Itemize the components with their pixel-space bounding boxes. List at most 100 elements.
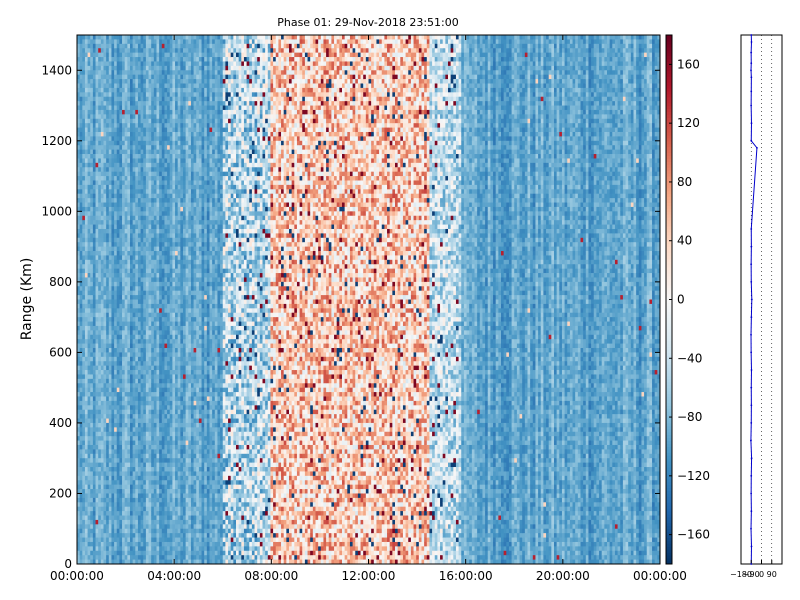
heatmap-cell bbox=[180, 484, 184, 490]
heatmap-cell bbox=[87, 48, 91, 54]
heatmap-cell bbox=[87, 440, 91, 446]
heatmap-cell bbox=[90, 206, 94, 212]
heatmap-cell bbox=[148, 312, 152, 318]
heatmap-cell bbox=[143, 127, 147, 133]
heatmap-cell bbox=[183, 511, 187, 516]
heatmap-cell bbox=[77, 286, 81, 292]
heatmap-cell bbox=[106, 39, 110, 45]
heatmap-cell bbox=[180, 533, 184, 538]
heatmap-cell bbox=[169, 202, 173, 208]
heatmap-cell bbox=[116, 79, 120, 84]
heatmap-cell bbox=[90, 303, 94, 309]
heatmap-cell bbox=[98, 519, 102, 525]
heatmap-cell bbox=[153, 193, 157, 199]
heatmap-cell bbox=[130, 237, 134, 243]
heatmap-cell bbox=[156, 502, 160, 508]
heatmap-cell bbox=[172, 154, 176, 159]
heatmap-cell bbox=[183, 537, 187, 543]
heatmap-cell bbox=[124, 96, 128, 102]
heatmap-cell bbox=[169, 387, 173, 393]
heatmap-cell bbox=[124, 268, 128, 274]
heatmap-cell bbox=[111, 370, 115, 375]
heatmap-cell bbox=[87, 215, 91, 221]
heatmap-cell bbox=[172, 484, 176, 490]
heatmap-cell bbox=[145, 356, 149, 362]
heatmap-cell bbox=[132, 57, 136, 62]
heatmap-cell bbox=[111, 246, 115, 252]
heatmap-cell bbox=[177, 57, 181, 62]
heatmap-cell bbox=[103, 57, 107, 62]
heatmap-cell bbox=[103, 387, 107, 393]
heatmap-cell bbox=[137, 317, 141, 322]
heatmap-cell bbox=[148, 273, 152, 278]
heatmap-cell bbox=[116, 57, 120, 62]
heatmap-cell bbox=[108, 114, 112, 120]
heatmap-cell bbox=[132, 202, 136, 208]
heatmap-cell bbox=[183, 57, 187, 62]
heatmap-cell bbox=[111, 109, 115, 115]
heatmap-cell bbox=[106, 418, 110, 424]
heatmap-cell bbox=[122, 206, 126, 212]
heatmap-cell bbox=[159, 515, 163, 521]
heatmap-cell bbox=[90, 61, 94, 67]
heatmap-cell bbox=[122, 43, 126, 49]
heatmap-cell bbox=[180, 268, 184, 274]
heatmap-cell bbox=[132, 123, 136, 128]
heatmap-cell bbox=[84, 149, 88, 155]
heatmap-cell bbox=[169, 233, 173, 239]
heatmap-cell bbox=[116, 277, 120, 283]
heatmap-cell bbox=[119, 480, 123, 486]
heatmap-cell bbox=[114, 365, 118, 371]
heatmap-cell bbox=[95, 215, 99, 221]
heatmap-cell bbox=[175, 233, 179, 239]
heatmap-cell bbox=[132, 312, 136, 318]
heatmap-cell bbox=[156, 392, 160, 397]
heatmap-cell bbox=[116, 396, 120, 402]
heatmap-cell bbox=[135, 154, 139, 159]
heatmap-cell bbox=[159, 149, 163, 155]
heatmap-cell bbox=[92, 277, 96, 283]
heatmap-cell bbox=[161, 211, 165, 217]
heatmap-cell bbox=[185, 202, 189, 208]
heatmap-cell bbox=[153, 242, 157, 247]
heatmap-cell bbox=[183, 453, 187, 459]
heatmap-cell bbox=[140, 52, 144, 58]
heatmap-cell bbox=[127, 352, 131, 358]
heatmap-cell bbox=[100, 281, 104, 287]
heatmap-cell bbox=[183, 251, 187, 256]
heatmap-cell bbox=[124, 176, 128, 181]
heatmap-cell bbox=[77, 449, 81, 455]
heatmap-cell bbox=[177, 96, 181, 102]
heatmap-cell bbox=[122, 427, 126, 433]
heatmap-cell bbox=[82, 449, 86, 455]
heatmap-cell bbox=[172, 356, 176, 362]
heatmap-cell bbox=[92, 370, 96, 375]
heatmap-cell bbox=[145, 400, 149, 406]
heatmap-cell bbox=[151, 409, 155, 415]
heatmap-cell bbox=[106, 506, 110, 512]
heatmap-cell bbox=[161, 154, 165, 159]
heatmap-cell bbox=[145, 418, 149, 424]
heatmap-cell bbox=[77, 436, 81, 441]
heatmap-cell bbox=[172, 502, 176, 508]
heatmap-cell bbox=[114, 220, 118, 225]
heatmap-cell bbox=[127, 317, 131, 322]
heatmap-cell bbox=[135, 334, 139, 340]
heatmap-cell bbox=[127, 467, 131, 472]
heatmap-cell bbox=[159, 198, 163, 203]
heatmap-cell bbox=[124, 396, 128, 402]
heatmap-cell bbox=[103, 101, 107, 106]
heatmap-cell bbox=[119, 400, 123, 406]
heatmap-cell bbox=[143, 449, 147, 455]
heatmap-cell bbox=[172, 467, 176, 472]
heatmap-cell bbox=[185, 220, 189, 225]
heatmap-cell bbox=[143, 35, 147, 40]
heatmap-cell bbox=[148, 255, 152, 261]
heatmap-cell bbox=[183, 546, 187, 552]
heatmap-cell bbox=[103, 436, 107, 441]
heatmap-cell bbox=[82, 422, 86, 428]
heatmap-cell bbox=[92, 546, 96, 552]
heatmap-cell bbox=[111, 440, 115, 446]
heatmap-cell bbox=[122, 96, 126, 102]
heatmap-cell bbox=[95, 559, 99, 565]
